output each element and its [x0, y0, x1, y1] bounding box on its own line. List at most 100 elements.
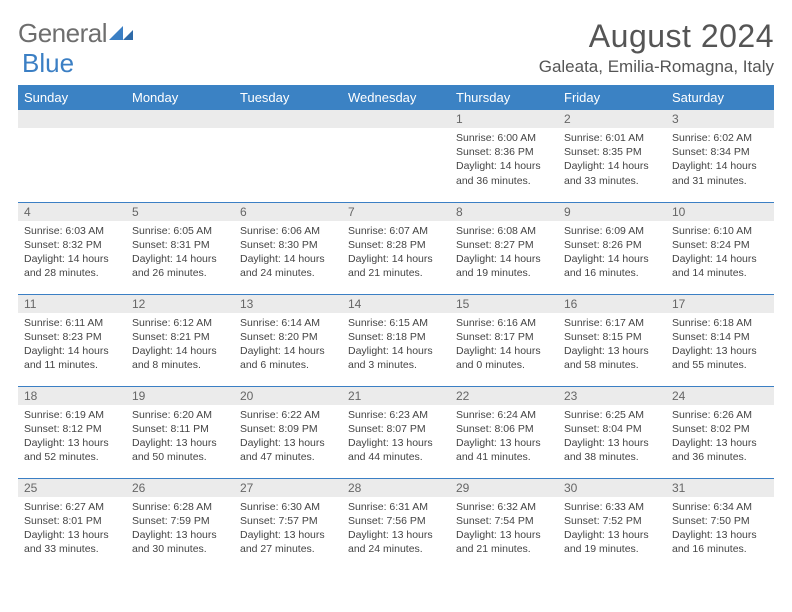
day-number: 26 — [126, 479, 234, 497]
calendar-day-cell: 20Sunrise: 6:22 AMSunset: 8:09 PMDayligh… — [234, 386, 342, 478]
day-details: Sunrise: 6:34 AMSunset: 7:50 PMDaylight:… — [666, 497, 774, 561]
day-details: Sunrise: 6:27 AMSunset: 8:01 PMDaylight:… — [18, 497, 126, 561]
weekday-header: Tuesday — [234, 85, 342, 110]
day-details: Sunrise: 6:18 AMSunset: 8:14 PMDaylight:… — [666, 313, 774, 377]
day-number: 6 — [234, 203, 342, 221]
calendar-day-cell: 10Sunrise: 6:10 AMSunset: 8:24 PMDayligh… — [666, 202, 774, 294]
weekday-header: Monday — [126, 85, 234, 110]
calendar-day-cell: 19Sunrise: 6:20 AMSunset: 8:11 PMDayligh… — [126, 386, 234, 478]
day-details: Sunrise: 6:05 AMSunset: 8:31 PMDaylight:… — [126, 221, 234, 285]
calendar-day-cell: 23Sunrise: 6:25 AMSunset: 8:04 PMDayligh… — [558, 386, 666, 478]
day-number: 25 — [18, 479, 126, 497]
day-details: Sunrise: 6:09 AMSunset: 8:26 PMDaylight:… — [558, 221, 666, 285]
calendar-day-cell: 9Sunrise: 6:09 AMSunset: 8:26 PMDaylight… — [558, 202, 666, 294]
day-number: 24 — [666, 387, 774, 405]
day-number: 15 — [450, 295, 558, 313]
calendar-week-row: 1Sunrise: 6:00 AMSunset: 8:36 PMDaylight… — [18, 110, 774, 202]
calendar-week-row: 18Sunrise: 6:19 AMSunset: 8:12 PMDayligh… — [18, 386, 774, 478]
calendar-day-cell: 1Sunrise: 6:00 AMSunset: 8:36 PMDaylight… — [450, 110, 558, 202]
day-details: Sunrise: 6:14 AMSunset: 8:20 PMDaylight:… — [234, 313, 342, 377]
calendar-table: SundayMondayTuesdayWednesdayThursdayFrid… — [18, 85, 774, 570]
day-number: 11 — [18, 295, 126, 313]
calendar-day-cell: 27Sunrise: 6:30 AMSunset: 7:57 PMDayligh… — [234, 478, 342, 570]
calendar-day-cell: 17Sunrise: 6:18 AMSunset: 8:14 PMDayligh… — [666, 294, 774, 386]
calendar-day-cell: 3Sunrise: 6:02 AMSunset: 8:34 PMDaylight… — [666, 110, 774, 202]
location: Galeata, Emilia-Romagna, Italy — [539, 57, 774, 77]
calendar-day-cell: 21Sunrise: 6:23 AMSunset: 8:07 PMDayligh… — [342, 386, 450, 478]
day-number: 3 — [666, 110, 774, 128]
day-details: Sunrise: 6:12 AMSunset: 8:21 PMDaylight:… — [126, 313, 234, 377]
logo: General — [18, 18, 137, 49]
weekday-header: Thursday — [450, 85, 558, 110]
day-number: 17 — [666, 295, 774, 313]
calendar-day-cell: 31Sunrise: 6:34 AMSunset: 7:50 PMDayligh… — [666, 478, 774, 570]
logo-text-1: General — [18, 18, 107, 49]
calendar-day-cell: 30Sunrise: 6:33 AMSunset: 7:52 PMDayligh… — [558, 478, 666, 570]
weekday-header: Sunday — [18, 85, 126, 110]
calendar-day-cell — [342, 110, 450, 202]
calendar-day-cell: 26Sunrise: 6:28 AMSunset: 7:59 PMDayligh… — [126, 478, 234, 570]
day-number-empty — [234, 110, 342, 128]
weekday-header: Wednesday — [342, 85, 450, 110]
day-details: Sunrise: 6:33 AMSunset: 7:52 PMDaylight:… — [558, 497, 666, 561]
day-details: Sunrise: 6:10 AMSunset: 8:24 PMDaylight:… — [666, 221, 774, 285]
day-details: Sunrise: 6:00 AMSunset: 8:36 PMDaylight:… — [450, 128, 558, 192]
day-number: 1 — [450, 110, 558, 128]
day-details: Sunrise: 6:30 AMSunset: 7:57 PMDaylight:… — [234, 497, 342, 561]
calendar-day-cell — [234, 110, 342, 202]
day-number-empty — [342, 110, 450, 128]
calendar-day-cell: 29Sunrise: 6:32 AMSunset: 7:54 PMDayligh… — [450, 478, 558, 570]
day-number: 4 — [18, 203, 126, 221]
calendar-day-cell: 14Sunrise: 6:15 AMSunset: 8:18 PMDayligh… — [342, 294, 450, 386]
logo-mark-icon — [109, 22, 137, 42]
day-number: 31 — [666, 479, 774, 497]
month-title: August 2024 — [539, 18, 774, 55]
day-details: Sunrise: 6:08 AMSunset: 8:27 PMDaylight:… — [450, 221, 558, 285]
calendar-day-cell: 2Sunrise: 6:01 AMSunset: 8:35 PMDaylight… — [558, 110, 666, 202]
day-details: Sunrise: 6:03 AMSunset: 8:32 PMDaylight:… — [18, 221, 126, 285]
day-details: Sunrise: 6:19 AMSunset: 8:12 PMDaylight:… — [18, 405, 126, 469]
calendar-day-cell: 25Sunrise: 6:27 AMSunset: 8:01 PMDayligh… — [18, 478, 126, 570]
day-number: 22 — [450, 387, 558, 405]
day-details: Sunrise: 6:25 AMSunset: 8:04 PMDaylight:… — [558, 405, 666, 469]
weekday-header: Friday — [558, 85, 666, 110]
weekday-header-row: SundayMondayTuesdayWednesdayThursdayFrid… — [18, 85, 774, 110]
calendar-day-cell: 24Sunrise: 6:26 AMSunset: 8:02 PMDayligh… — [666, 386, 774, 478]
day-number: 7 — [342, 203, 450, 221]
day-number: 8 — [450, 203, 558, 221]
day-number: 18 — [18, 387, 126, 405]
day-details: Sunrise: 6:15 AMSunset: 8:18 PMDaylight:… — [342, 313, 450, 377]
day-details: Sunrise: 6:06 AMSunset: 8:30 PMDaylight:… — [234, 221, 342, 285]
day-number: 2 — [558, 110, 666, 128]
day-number: 16 — [558, 295, 666, 313]
day-details: Sunrise: 6:17 AMSunset: 8:15 PMDaylight:… — [558, 313, 666, 377]
day-details: Sunrise: 6:32 AMSunset: 7:54 PMDaylight:… — [450, 497, 558, 561]
day-number: 9 — [558, 203, 666, 221]
logo-text-2: Blue — [22, 48, 74, 79]
calendar-day-cell: 22Sunrise: 6:24 AMSunset: 8:06 PMDayligh… — [450, 386, 558, 478]
calendar-day-cell: 11Sunrise: 6:11 AMSunset: 8:23 PMDayligh… — [18, 294, 126, 386]
day-number: 27 — [234, 479, 342, 497]
calendar-day-cell: 13Sunrise: 6:14 AMSunset: 8:20 PMDayligh… — [234, 294, 342, 386]
day-details: Sunrise: 6:23 AMSunset: 8:07 PMDaylight:… — [342, 405, 450, 469]
day-details: Sunrise: 6:16 AMSunset: 8:17 PMDaylight:… — [450, 313, 558, 377]
calendar-day-cell: 5Sunrise: 6:05 AMSunset: 8:31 PMDaylight… — [126, 202, 234, 294]
calendar-week-row: 25Sunrise: 6:27 AMSunset: 8:01 PMDayligh… — [18, 478, 774, 570]
day-number: 20 — [234, 387, 342, 405]
day-number: 12 — [126, 295, 234, 313]
day-details: Sunrise: 6:02 AMSunset: 8:34 PMDaylight:… — [666, 128, 774, 192]
day-details: Sunrise: 6:31 AMSunset: 7:56 PMDaylight:… — [342, 497, 450, 561]
weekday-header: Saturday — [666, 85, 774, 110]
calendar-day-cell: 28Sunrise: 6:31 AMSunset: 7:56 PMDayligh… — [342, 478, 450, 570]
day-details: Sunrise: 6:22 AMSunset: 8:09 PMDaylight:… — [234, 405, 342, 469]
calendar-day-cell: 4Sunrise: 6:03 AMSunset: 8:32 PMDaylight… — [18, 202, 126, 294]
day-number: 5 — [126, 203, 234, 221]
header: General August 2024 Galeata, Emilia-Roma… — [18, 18, 774, 77]
day-details: Sunrise: 6:28 AMSunset: 7:59 PMDaylight:… — [126, 497, 234, 561]
day-number: 29 — [450, 479, 558, 497]
day-number: 21 — [342, 387, 450, 405]
calendar-day-cell: 15Sunrise: 6:16 AMSunset: 8:17 PMDayligh… — [450, 294, 558, 386]
calendar-week-row: 4Sunrise: 6:03 AMSunset: 8:32 PMDaylight… — [18, 202, 774, 294]
day-details: Sunrise: 6:07 AMSunset: 8:28 PMDaylight:… — [342, 221, 450, 285]
calendar-day-cell: 6Sunrise: 6:06 AMSunset: 8:30 PMDaylight… — [234, 202, 342, 294]
